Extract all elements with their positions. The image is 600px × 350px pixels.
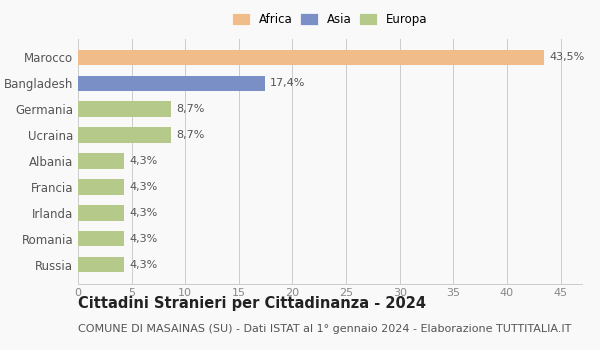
Bar <box>78 102 171 117</box>
Bar <box>78 153 124 169</box>
Text: 8,7%: 8,7% <box>176 104 205 114</box>
Text: COMUNE DI MASAINAS (SU) - Dati ISTAT al 1° gennaio 2024 - Elaborazione TUTTITALI: COMUNE DI MASAINAS (SU) - Dati ISTAT al … <box>78 324 571 334</box>
Bar <box>78 50 544 65</box>
Text: 4,3%: 4,3% <box>130 156 158 166</box>
Bar <box>78 127 171 143</box>
Bar <box>78 257 124 272</box>
Legend: Africa, Asia, Europa: Africa, Asia, Europa <box>232 13 428 26</box>
Text: 4,3%: 4,3% <box>130 182 158 192</box>
Text: 17,4%: 17,4% <box>270 78 305 88</box>
Bar <box>78 179 124 195</box>
Text: 4,3%: 4,3% <box>130 234 158 244</box>
Text: 4,3%: 4,3% <box>130 260 158 270</box>
Bar <box>78 205 124 220</box>
Text: 43,5%: 43,5% <box>550 52 585 62</box>
Text: 4,3%: 4,3% <box>130 208 158 218</box>
Bar <box>78 76 265 91</box>
Text: Cittadini Stranieri per Cittadinanza - 2024: Cittadini Stranieri per Cittadinanza - 2… <box>78 296 426 311</box>
Bar <box>78 231 124 246</box>
Text: 8,7%: 8,7% <box>176 130 205 140</box>
